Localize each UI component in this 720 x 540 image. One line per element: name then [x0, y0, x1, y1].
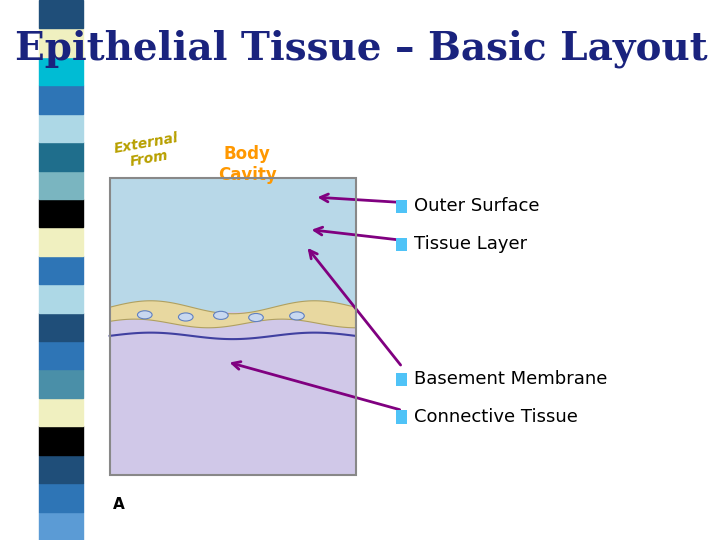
- Bar: [40, 199, 84, 227]
- Ellipse shape: [289, 312, 305, 320]
- Bar: [40, 114, 84, 142]
- Bar: [109, 178, 356, 341]
- Text: Connective Tissue: Connective Tissue: [414, 408, 578, 426]
- Bar: [40, 426, 84, 455]
- Bar: [40, 511, 84, 540]
- Polygon shape: [109, 301, 356, 328]
- Text: External
From: External From: [113, 131, 182, 172]
- Text: Outer Surface: Outer Surface: [414, 197, 539, 215]
- Bar: [40, 57, 84, 85]
- Bar: [40, 341, 84, 369]
- Text: Tissue Layer: Tissue Layer: [414, 235, 527, 253]
- Bar: [40, 483, 84, 511]
- Bar: [40, 85, 84, 114]
- Bar: [40, 0, 84, 29]
- Bar: [40, 284, 84, 313]
- Text: A: A: [112, 497, 125, 512]
- Bar: [40, 369, 84, 398]
- Ellipse shape: [138, 310, 152, 319]
- Bar: [40, 398, 84, 426]
- Bar: [397, 238, 407, 251]
- Text: Body
Cavity: Body Cavity: [218, 145, 276, 184]
- Bar: [40, 227, 84, 256]
- Bar: [40, 171, 84, 199]
- Bar: [40, 29, 84, 57]
- Bar: [109, 312, 356, 475]
- Ellipse shape: [214, 311, 228, 319]
- Bar: [109, 178, 356, 475]
- Bar: [40, 142, 84, 171]
- Bar: [40, 313, 84, 341]
- Ellipse shape: [179, 313, 193, 321]
- Bar: [397, 410, 407, 424]
- Text: Epithelial Tissue – Basic Layout: Epithelial Tissue – Basic Layout: [15, 29, 708, 68]
- Text: Basement Membrane: Basement Membrane: [414, 370, 608, 388]
- Bar: [40, 455, 84, 483]
- Bar: [40, 256, 84, 284]
- Bar: [397, 200, 407, 213]
- Ellipse shape: [248, 313, 264, 321]
- Bar: [397, 373, 407, 386]
